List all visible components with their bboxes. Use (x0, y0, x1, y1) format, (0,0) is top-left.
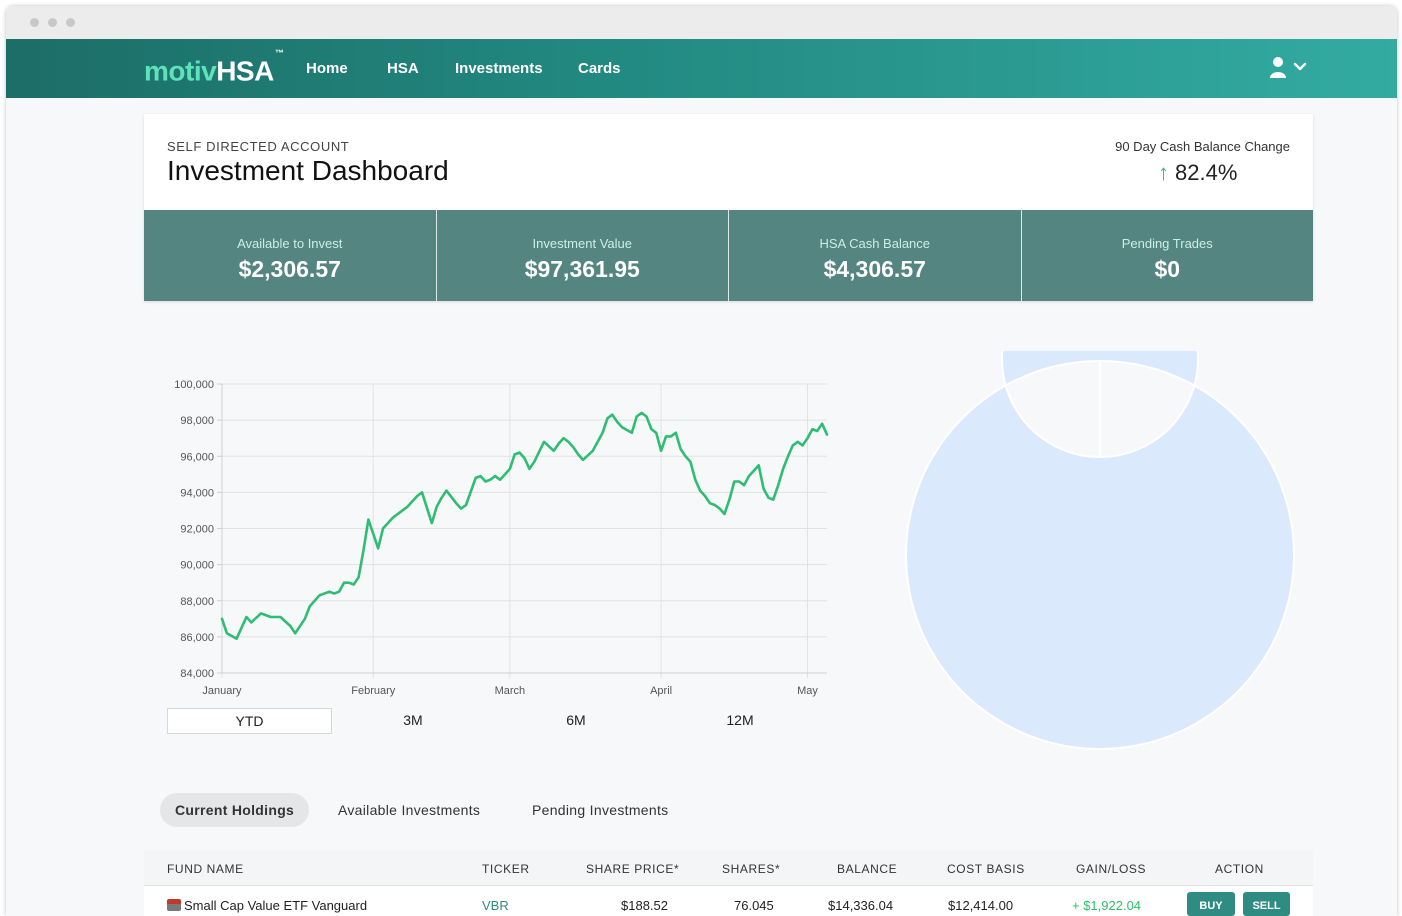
fund-name-cell[interactable]: Small Cap Value ETF Vanguard (167, 898, 367, 913)
top-nav: motivHSA™ Home HSA Investments Cards (6, 39, 1397, 98)
window-maximize-dot[interactable] (66, 18, 75, 27)
nav-link-investments[interactable]: Investments (455, 60, 543, 77)
tab-available-investments[interactable]: Available Investments (338, 802, 481, 818)
stats-row: Available to Invest $2,306.57 Investment … (144, 210, 1313, 301)
stat-label: Investment Value (532, 236, 632, 251)
stat-pending-trades: Pending Trades $0 (1021, 210, 1313, 301)
stat-value: $0 (1154, 256, 1181, 282)
fund-logo-icon (167, 899, 181, 911)
range-button-ytd[interactable]: YTD (167, 708, 332, 734)
col-shares[interactable]: SHARES* (722, 862, 781, 876)
col-cost-basis[interactable]: COST BASIS (947, 862, 1025, 876)
col-action: ACTION (1215, 862, 1264, 876)
cost-basis-cell: $12,414.00 (948, 898, 1014, 913)
stat-hsa-cash-balance: HSA Cash Balance $4,306.57 (729, 210, 1022, 301)
x-tick-label: January (202, 685, 242, 697)
range-button-3m[interactable]: 3M (403, 712, 423, 728)
dashboard-header-card: SELF DIRECTED ACCOUNT Investment Dashboa… (144, 114, 1313, 301)
cash-change-label: 90 Day Cash Balance Change (1115, 139, 1290, 154)
window-close-dot[interactable] (30, 18, 39, 27)
allocation-donut-chart (905, 351, 1295, 750)
stat-value: $4,306.57 (823, 256, 926, 282)
range-button-6m[interactable]: 6M (566, 712, 586, 728)
x-tick-label: March (495, 685, 526, 697)
ticker-cell[interactable]: VBR (482, 898, 509, 913)
fund-name: Small Cap Value ETF Vanguard (184, 898, 368, 913)
nav-link-home[interactable]: Home (306, 60, 348, 77)
cash-change-value: ↑ 82.4% (1158, 160, 1237, 186)
cash-change-percent: 82.4% (1175, 160, 1238, 185)
stat-label: HSA Cash Balance (819, 236, 931, 251)
shares-cell: 76.045 (734, 898, 774, 913)
stat-label: Available to Invest (237, 236, 343, 251)
arrow-up-icon: ↑ (1158, 160, 1169, 185)
gain-loss-cell: + $1,922.04 (1072, 898, 1142, 913)
stat-label: Pending Trades (1121, 236, 1213, 251)
donut-slice[interactable] (905, 351, 1295, 750)
brand-logo-motiv: motiv (144, 55, 217, 87)
tab-pending-investments[interactable]: Pending Investments (532, 802, 669, 818)
nav-link-cards[interactable]: Cards (578, 60, 621, 77)
y-tick-label: 96,000 (180, 451, 214, 463)
user-menu[interactable] (1268, 56, 1310, 80)
brand-logo-tm: ™ (274, 48, 284, 58)
brand-logo[interactable]: motivHSA™ (144, 48, 284, 87)
y-tick-label: 100,000 (174, 379, 214, 391)
y-tick-label: 92,000 (180, 524, 214, 536)
col-gain-loss[interactable]: GAIN/LOSS (1076, 862, 1147, 876)
window-chrome (6, 6, 1397, 39)
account-type-label: SELF DIRECTED ACCOUNT (167, 139, 350, 154)
y-tick-label: 88,000 (180, 596, 214, 608)
table-header: FUND NAME TICKER SHARE PRICE* SHARES* BA… (144, 850, 1313, 886)
nav-link-hsa[interactable]: HSA (387, 60, 419, 77)
x-tick-label: February (351, 685, 396, 697)
x-tick-label: April (650, 685, 672, 697)
sell-button[interactable]: SELL (1243, 892, 1290, 916)
col-balance[interactable]: BALANCE (837, 862, 898, 876)
y-tick-label: 94,000 (180, 487, 214, 499)
y-tick-label: 98,000 (180, 415, 214, 427)
chevron-down-icon (1293, 62, 1307, 71)
buy-button[interactable]: BUY (1187, 892, 1235, 916)
range-button-12m[interactable]: 12M (726, 712, 754, 728)
stat-value: $97,361.95 (524, 256, 640, 282)
y-tick-label: 84,000 (180, 668, 214, 680)
stat-investment-value: Investment Value $97,361.95 (436, 210, 729, 301)
col-share-price[interactable]: SHARE PRICE* (586, 862, 680, 876)
brand-logo-hsa: HSA (216, 55, 274, 87)
y-tick-label: 90,000 (180, 560, 214, 572)
stat-value: $2,306.57 (238, 256, 341, 282)
share-price-cell: $188.52 (621, 898, 668, 913)
window-minimize-dot[interactable] (48, 18, 57, 27)
stat-available-to-invest: Available to Invest $2,306.57 (144, 210, 437, 301)
page-title: Investment Dashboard (167, 155, 449, 186)
balance-cell: $14,336.04 (828, 898, 894, 913)
browser-window: motivHSA™ Home HSA Investments Cards SEL… (6, 6, 1397, 916)
holdings-table: FUND NAME TICKER SHARE PRICE* SHARES* BA… (144, 850, 1313, 916)
tab-current-holdings[interactable]: Current Holdings (160, 793, 310, 827)
y-tick-label: 86,000 (180, 632, 214, 644)
col-ticker[interactable]: TICKER (482, 862, 530, 876)
investment-value-line-chart: 100,000 98,000 96,000 94,000 92,000 90,000 88,… (174, 379, 829, 697)
x-tick-label: May (797, 685, 818, 697)
col-fund-name[interactable]: FUND NAME (167, 862, 244, 876)
series-line (220, 411, 829, 641)
user-icon (1270, 57, 1307, 78)
